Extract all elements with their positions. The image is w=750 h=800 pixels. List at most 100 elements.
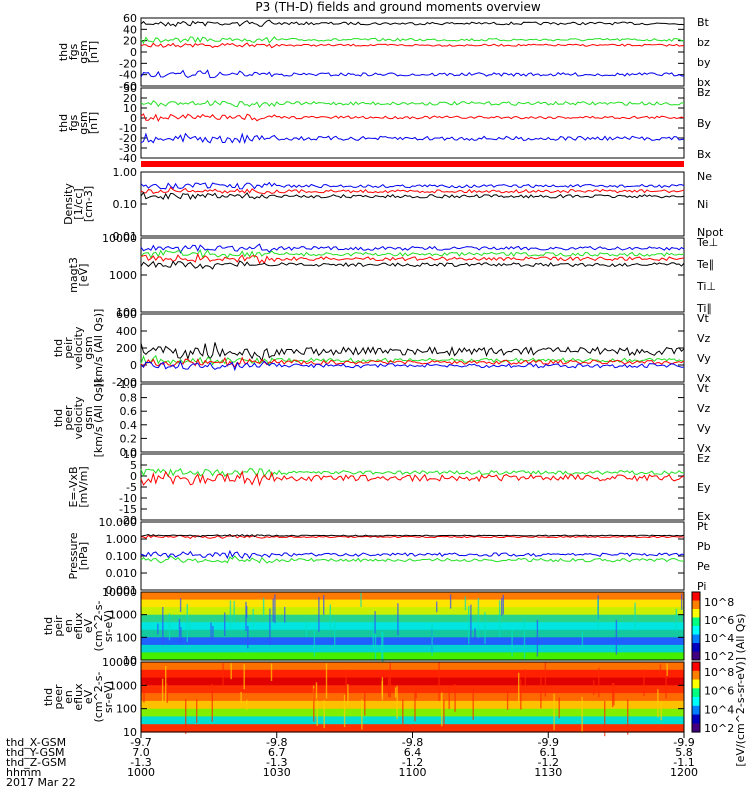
ephemeris-value: -1.2 bbox=[402, 756, 423, 769]
spectrogram-band bbox=[141, 637, 684, 646]
spectrogram-streak bbox=[381, 631, 383, 661]
spectrogram-streak bbox=[233, 600, 235, 625]
legend-Bz: Bz bbox=[697, 86, 711, 99]
spectrogram-streak bbox=[627, 699, 629, 735]
spectrogram-band bbox=[141, 607, 684, 616]
spectrogram-streak bbox=[364, 692, 366, 716]
y-tick-label: -60 bbox=[119, 80, 137, 93]
spectrogram-band bbox=[141, 685, 684, 694]
legend-Pt: Pt bbox=[697, 520, 709, 533]
y-tick-label: 10000 bbox=[102, 656, 137, 669]
colorbar-segment bbox=[692, 662, 700, 672]
series-line-blue bbox=[140, 69, 685, 79]
spectrogram-streak bbox=[185, 698, 187, 734]
spectrogram-streak bbox=[343, 694, 346, 727]
ephemeris-value: 6.1 bbox=[540, 746, 558, 759]
spectrogram-streak bbox=[472, 688, 474, 720]
spectrogram-streak bbox=[347, 684, 349, 705]
ephemeris-value: 1130 bbox=[534, 766, 562, 779]
legend-Pe: Pe bbox=[697, 560, 710, 573]
y-axis-label-line: [nPa] bbox=[77, 542, 90, 570]
spectrogram-streak bbox=[162, 607, 164, 645]
y-tick-label: 0.4 bbox=[120, 419, 138, 432]
spectrogram-streak bbox=[660, 702, 662, 721]
y-axis-label: magt3[eV] bbox=[67, 257, 90, 293]
spectrogram-streak bbox=[315, 682, 318, 699]
y-axis-label-line: (cm^2-s- bbox=[92, 601, 105, 652]
y-axis-label-line: peir bbox=[62, 337, 75, 359]
ephemeris-label: hhmm bbox=[6, 766, 41, 779]
spectrogram-band bbox=[141, 629, 684, 638]
y-tick-label: 20 bbox=[123, 92, 137, 105]
series-line-black bbox=[140, 342, 685, 362]
spectrogram-streak bbox=[597, 598, 599, 629]
spectrogram-streak bbox=[634, 602, 636, 631]
y-tick-label: 1.00 bbox=[113, 166, 138, 179]
series-line-green bbox=[140, 248, 685, 259]
y-tick-label: -20 bbox=[119, 514, 137, 527]
colorbar-segment bbox=[692, 705, 700, 716]
y-tick-label: 10.000 bbox=[99, 516, 138, 529]
spectrogram-band bbox=[141, 652, 684, 661]
spectrogram-streak bbox=[615, 619, 618, 655]
spectrogram-streak bbox=[502, 594, 504, 615]
y-axis-label-line: [nT] bbox=[87, 41, 100, 63]
y-axis-label-line: eflux bbox=[72, 683, 85, 711]
y-tick-label: -40 bbox=[119, 152, 137, 165]
legend-By: By bbox=[697, 117, 712, 130]
spectrogram-band bbox=[141, 614, 684, 623]
series-line-red bbox=[140, 186, 685, 195]
ephemeris-value: -1.1 bbox=[673, 756, 694, 769]
ephemeris-value: 1030 bbox=[263, 766, 291, 779]
panel-frame bbox=[140, 237, 685, 313]
colorbar-tick-label: 10^4 bbox=[704, 703, 734, 716]
plot-date: 2017 Mar 22 bbox=[6, 776, 76, 789]
ephemeris-value: -9.8 bbox=[266, 736, 287, 749]
y-tick-label: 10000 bbox=[102, 232, 137, 245]
spectrogram-streak bbox=[382, 631, 384, 671]
y-tick-label: 0.8 bbox=[120, 392, 138, 405]
y-axis-label-line: thd bbox=[52, 409, 65, 427]
y-tick-label: -15 bbox=[119, 503, 137, 516]
colorbar-segment bbox=[692, 688, 700, 698]
spectrogram-streak bbox=[270, 663, 273, 681]
spectrogram-band bbox=[141, 622, 684, 631]
spectrogram-streak bbox=[374, 611, 376, 634]
series-line-green bbox=[140, 555, 685, 564]
y-axis-label-line: fgs bbox=[67, 114, 80, 131]
spectrogram-streak bbox=[431, 623, 433, 656]
spectrogram-streak bbox=[240, 692, 242, 703]
spectrogram-streak bbox=[498, 600, 501, 638]
legend-Ti∥: Ti∥ bbox=[696, 302, 712, 315]
spectrogram-band bbox=[141, 677, 684, 686]
y-axis-label-line: magt3 bbox=[67, 257, 80, 293]
colorbar-segment bbox=[692, 723, 700, 733]
spectrogram-streak bbox=[665, 674, 667, 699]
panel-frame bbox=[140, 591, 685, 661]
panel-density: 1.00 0.10 0.01 Density[1/cc][cm-3] Ne Ni Npot bbox=[62, 166, 724, 243]
y-tick-label: 0.0 bbox=[120, 446, 138, 459]
spectrogram-streak bbox=[518, 672, 520, 703]
y-tick-label: -10 bbox=[119, 492, 137, 505]
y-tick-label: 600 bbox=[116, 308, 137, 321]
spectrogram-streak bbox=[316, 700, 318, 726]
ephemeris-value: 5.8 bbox=[675, 746, 693, 759]
spectrogram-streak bbox=[524, 669, 526, 687]
colorbar-tick-label: 10^8 bbox=[704, 666, 734, 679]
spectrogram-streak bbox=[252, 608, 254, 627]
spectrogram-streak bbox=[397, 603, 399, 636]
spectrogram-band bbox=[141, 599, 684, 608]
series-line-black bbox=[140, 260, 685, 270]
spectrogram-streak bbox=[675, 608, 678, 632]
y-axis-label-line: [km/s (All Qs)] bbox=[92, 379, 105, 458]
y-axis-label-line: thd bbox=[57, 43, 70, 61]
spectrogram-streak bbox=[334, 619, 336, 646]
spectrogram-streak bbox=[262, 597, 265, 617]
series-line-blue bbox=[140, 359, 685, 372]
series-line-green bbox=[140, 36, 685, 45]
y-tick-label: 60 bbox=[123, 12, 137, 25]
legend-Vz: Vz bbox=[697, 402, 711, 415]
y-tick-label: -40 bbox=[119, 69, 137, 82]
